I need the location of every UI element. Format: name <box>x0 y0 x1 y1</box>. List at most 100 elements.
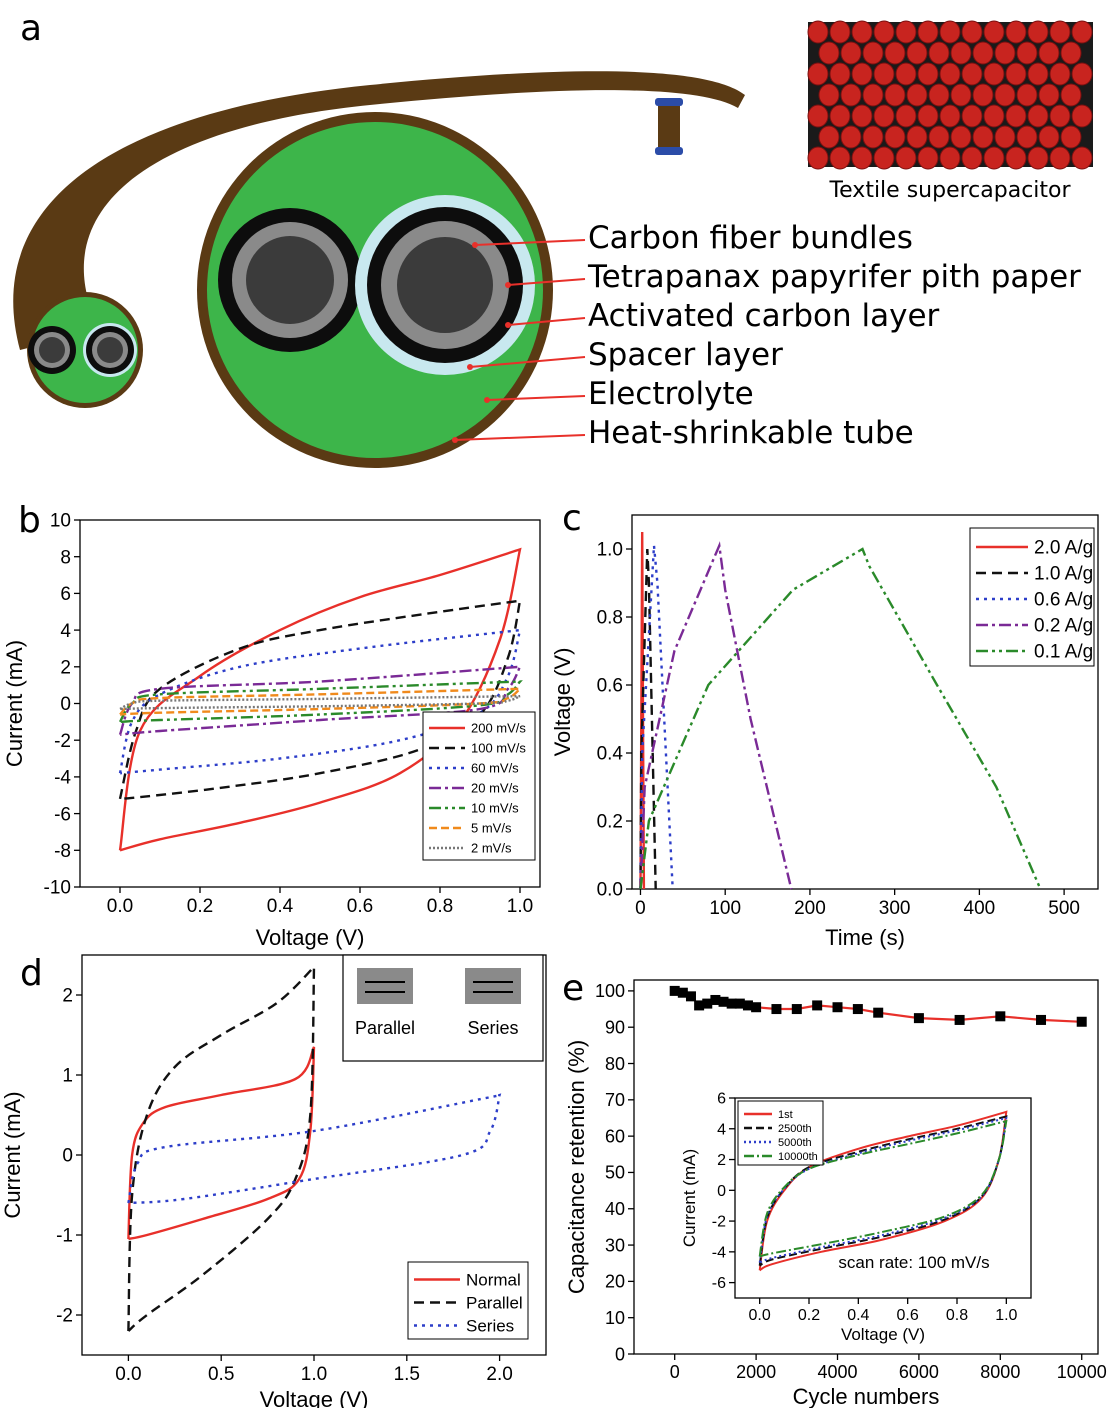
x-tick-label: 8000 <box>980 1362 1020 1382</box>
textile-stitch <box>851 62 873 86</box>
y-tick-label: 0.4 <box>597 744 624 765</box>
plot-frame <box>633 979 1099 1355</box>
x-tick-label: 0.8 <box>427 896 453 917</box>
x-tick-label: 0.0 <box>115 1364 141 1385</box>
retention-point <box>812 1000 823 1011</box>
y-tick-label: -10 <box>44 878 71 899</box>
x-tick-label: 0.0 <box>749 1307 771 1324</box>
legend-entry: 20 mV/s <box>471 781 519 796</box>
textile-stitch <box>1071 62 1093 86</box>
textile-stitch <box>895 104 917 128</box>
textile-stitch <box>807 20 829 44</box>
x-tick-label: 0.8 <box>946 1307 968 1324</box>
y-tick-label: -6 <box>712 1275 726 1292</box>
x-tick-label: 0 <box>670 1362 680 1382</box>
x-axis-label: Voltage (V) <box>256 925 365 950</box>
y-tick-label: -2 <box>54 731 71 752</box>
cv-curve <box>127 1093 502 1205</box>
parallel-label: Parallel <box>355 1018 415 1038</box>
legend-box <box>737 1100 824 1166</box>
textile-stitch <box>917 20 939 44</box>
legend-label: Heat-shrinkable tube <box>588 415 914 451</box>
retention-point <box>694 1000 705 1011</box>
legend-label: Electrolyte <box>588 376 754 412</box>
textile-stitch <box>928 41 950 65</box>
legend-entry: 10 mV/s <box>471 801 519 816</box>
y-tick-label: 70 <box>605 1090 625 1110</box>
scan-rate-annotation: scan rate: 100 mV/s <box>838 1253 989 1272</box>
legend-arrow <box>469 356 586 368</box>
legend-entry: 1st <box>778 1109 793 1121</box>
textile-stitch <box>1060 41 1082 65</box>
retention-point <box>852 1004 863 1015</box>
textile-stitch <box>972 41 994 65</box>
textile-stitch <box>983 62 1005 86</box>
retention-point <box>710 994 721 1005</box>
y-tick-label: -1 <box>56 1226 73 1247</box>
textile-stitch <box>1049 20 1071 44</box>
textile-stitch <box>818 41 840 65</box>
y-tick-label: 0 <box>615 1344 625 1364</box>
retention-point <box>771 1004 782 1015</box>
parallel-icon <box>357 968 413 1004</box>
retention-point <box>702 998 713 1009</box>
chart-d: d 0.0 0.5 1.0 1.5 2.0 -2 -1 0 1 2 Voltage (V) Curren… <box>0 953 547 1408</box>
y-axis-label: Voltage (V) <box>550 648 575 757</box>
textile-stitch <box>994 41 1016 65</box>
cv-curve <box>118 599 522 801</box>
textile-stitch <box>1060 125 1082 149</box>
textile-stitch <box>906 41 928 65</box>
inset-cv-curve <box>758 1119 1008 1258</box>
legend-label: Spacer layer <box>588 337 783 373</box>
retention-point <box>734 998 745 1009</box>
large-cross-section <box>197 112 553 468</box>
legend-label: Tetrapanax papyrifer pith paper <box>587 259 1081 295</box>
legend-label: Activated carbon layer <box>588 298 940 334</box>
legend-arrow <box>507 317 586 326</box>
legend-arrow <box>507 278 586 286</box>
textile-stitch <box>972 83 994 107</box>
x-tick-label: 4000 <box>817 1362 857 1382</box>
retention-point <box>995 1011 1006 1022</box>
legend-entry: 0.6 A/g <box>1034 590 1093 611</box>
y-tick-label: 10 <box>605 1308 625 1328</box>
panel-label-c: c <box>562 498 582 539</box>
retention-point <box>685 991 696 1002</box>
x-tick-label: 0.5 <box>208 1364 234 1385</box>
y-tick-label: 10 <box>50 511 71 532</box>
legend-box <box>422 711 536 861</box>
x-tick-label: 1.0 <box>995 1307 1017 1324</box>
textile-stitch <box>1027 20 1049 44</box>
y-tick-label: 50 <box>605 1163 625 1183</box>
textile-stitch <box>873 146 895 170</box>
legend-entry: 2500th <box>778 1123 812 1135</box>
retention-point <box>677 987 688 998</box>
retention-point <box>718 996 729 1007</box>
x-tick-label: 1.0 <box>507 896 533 917</box>
legend-entry: 2 mV/s <box>471 841 512 856</box>
y-tick-label: 2 <box>62 986 73 1007</box>
y-tick-label: 0 <box>62 1146 73 1167</box>
textile-stitch <box>1027 62 1049 86</box>
plot-frame <box>631 514 1099 890</box>
textile-stitch <box>851 146 873 170</box>
legend-arrow-head <box>505 322 511 328</box>
cable-tube <box>13 71 745 350</box>
textile-stitch <box>917 62 939 86</box>
textile-stitch <box>1038 41 1060 65</box>
textile-stitch <box>928 83 950 107</box>
y-tick-label: 0.8 <box>597 608 623 629</box>
legend-entry: 5 mV/s <box>471 821 512 836</box>
retention-point <box>751 1002 762 1013</box>
y-tick-label: 30 <box>605 1235 625 1255</box>
textile-stitch <box>1016 83 1038 107</box>
small-cross-section <box>27 292 143 408</box>
y-tick-label: -4 <box>712 1244 726 1261</box>
spool-icon <box>658 104 680 149</box>
textile-stitch <box>840 125 862 149</box>
panel-a: a <box>13 8 1093 468</box>
textile-stitch <box>939 20 961 44</box>
gcd-curve <box>639 548 657 890</box>
legend-arrow-head <box>484 397 490 403</box>
